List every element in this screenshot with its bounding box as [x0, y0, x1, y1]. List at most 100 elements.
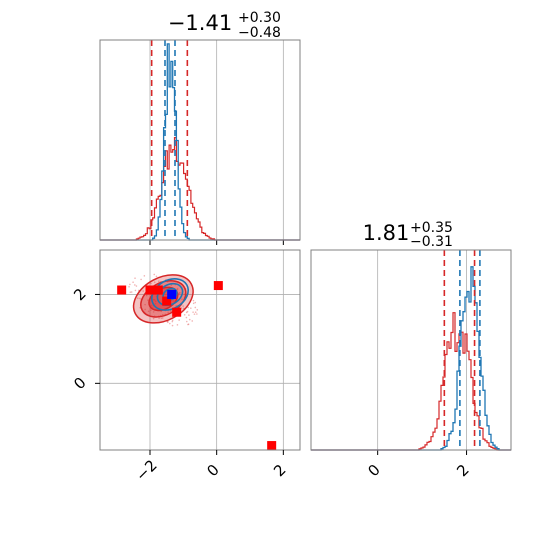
scatter-point: [188, 314, 190, 316]
scatter-point: [140, 278, 142, 281]
scatter-point: [178, 292, 180, 295]
scatter-point: [147, 299, 149, 301]
scatter-point: [128, 285, 130, 288]
scatter-point: [187, 323, 189, 326]
scatter-point: [194, 311, 197, 314]
marker-red-4: [172, 307, 182, 317]
scatter-point: [129, 291, 132, 293]
scatter-point: [187, 306, 190, 309]
marker-red-6: [267, 441, 277, 450]
contour-blue-1: [156, 282, 184, 307]
scatter-point: [169, 310, 172, 312]
scatter-point: [134, 284, 136, 286]
scatter-point: [190, 307, 192, 309]
scatter-point: [194, 301, 197, 304]
title-param-0-main: −1.41: [168, 11, 232, 35]
scatter-point: [178, 319, 180, 321]
hist-red-p1: [311, 312, 511, 451]
scatter-point: [161, 317, 164, 319]
scatter-point: [185, 316, 188, 319]
title-param-0-lower: −0.48: [238, 25, 281, 41]
scatter-point: [185, 311, 188, 314]
scatter-point: [139, 297, 141, 300]
marker-red-0: [117, 285, 127, 295]
scatter-point: [145, 294, 148, 297]
panel-2d: [100, 250, 300, 450]
scatter-point: [158, 317, 160, 320]
scatter-point: [155, 275, 158, 278]
scatter-point: [132, 281, 134, 284]
xtick-label-p1-1: 2: [453, 461, 472, 480]
scatter-point: [134, 277, 136, 279]
xtick-label-p0-1: 0: [203, 461, 222, 480]
hist-red-p0: [100, 137, 300, 241]
xtick-label-p0-2: 2: [270, 461, 289, 480]
scatter-point: [160, 317, 163, 320]
frame-hist-p1: [310, 249, 512, 451]
scatter-point: [187, 323, 190, 325]
scatter-point: [150, 309, 152, 312]
scatter-point: [179, 291, 181, 294]
scatter-point: [147, 310, 150, 313]
scatter-point: [183, 313, 186, 316]
frame-hist-p0: [99, 39, 301, 241]
scatter-point: [152, 317, 155, 320]
ytick-label-p1-1: 2: [70, 285, 89, 304]
scatter-point: [196, 313, 198, 315]
scatter-point: [144, 303, 146, 306]
scatter-point: [186, 310, 189, 313]
scatter-point: [192, 311, 194, 313]
scatter-point: [182, 307, 185, 310]
title-param-1-upper: +0.35: [410, 220, 453, 236]
scatter-point: [153, 273, 156, 276]
contour-blue-0: [151, 277, 189, 311]
scatter-point: [169, 322, 171, 325]
scatter-point: [167, 321, 169, 324]
scatter-point: [134, 289, 137, 292]
scatter-point: [171, 320, 174, 323]
scatter-point: [192, 302, 195, 305]
scatter-point: [171, 319, 174, 322]
title-param-1-lower: −0.31: [410, 234, 453, 250]
scatter-point: [136, 297, 139, 299]
scatter-point: [185, 320, 188, 323]
scatter-point: [196, 309, 199, 311]
xtick-label-p1-0: 0: [364, 461, 383, 480]
scatter-point: [191, 320, 194, 322]
scatter-point: [192, 299, 195, 302]
xtick-label-p0-0: −2: [132, 456, 160, 484]
scatter-point: [170, 284, 173, 287]
marker-red-5: [213, 281, 223, 291]
scatter-point: [143, 275, 146, 277]
scatter-point: [171, 324, 174, 327]
scatter-point: [176, 324, 179, 326]
marker-red-2: [153, 285, 163, 295]
title-param-1: 1.81: [363, 221, 410, 245]
ytick-label-p1-0: 0: [70, 374, 89, 393]
title-param-0: −1.41: [168, 11, 232, 35]
marker-blue: [167, 289, 177, 299]
scatter-point: [129, 283, 131, 286]
scatter-point: [144, 308, 146, 311]
scatter-point: [176, 288, 179, 291]
frame-2d: [99, 249, 301, 451]
marker-red-3: [162, 296, 172, 306]
scatter-point: [130, 291, 133, 293]
scatter-point: [182, 305, 184, 307]
scatter-point: [162, 313, 164, 316]
marker-red-1: [145, 285, 155, 295]
scatter-point: [181, 298, 183, 300]
scatter-point: [167, 311, 169, 314]
scatter-point: [158, 280, 160, 283]
scatter-point: [188, 318, 191, 321]
scatter-point: [153, 281, 156, 284]
scatter-point: [176, 287, 179, 290]
scatter-point: [142, 290, 145, 292]
hist-blue-p0: [100, 43, 300, 241]
scatter-point: [193, 313, 196, 315]
scatter-point: [135, 285, 138, 287]
scatter-point: [152, 311, 155, 313]
title-param-0-upper: +0.30: [238, 10, 281, 26]
hist-blue-p1: [311, 266, 511, 451]
